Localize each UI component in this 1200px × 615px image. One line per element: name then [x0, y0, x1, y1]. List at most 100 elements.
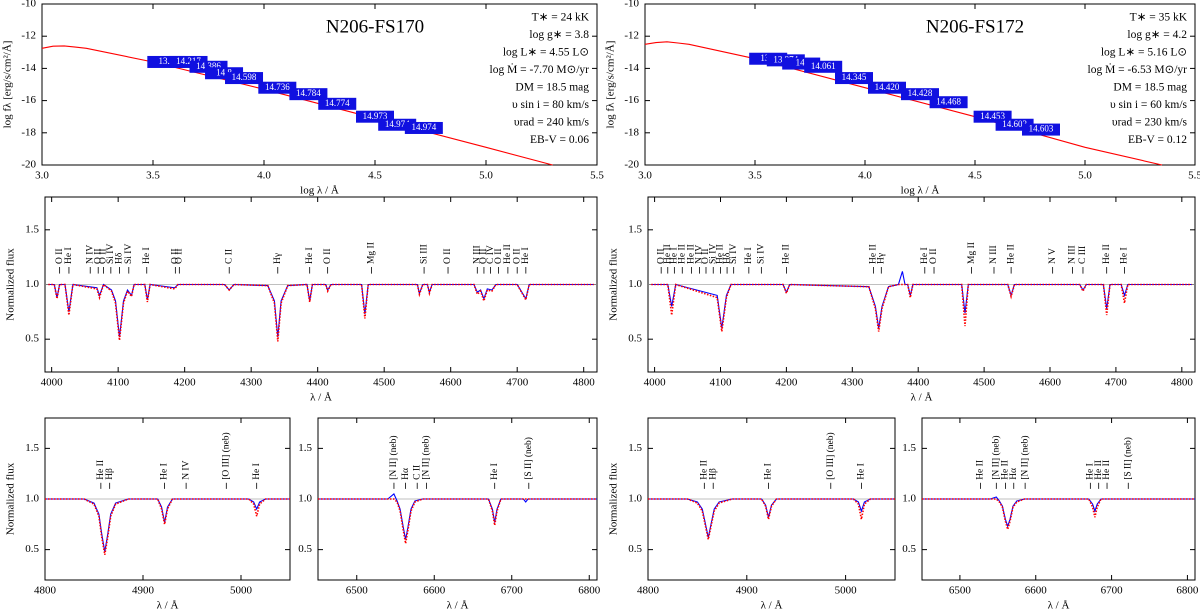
line-id-label: He II	[1094, 460, 1104, 480]
photometry-label: 14.974	[411, 122, 436, 132]
x-tick-label: 3.5	[748, 170, 762, 182]
y-tick-label: 1.0	[298, 493, 312, 505]
line-id-label: [N II] (neb)	[1019, 435, 1030, 479]
x-tick-label: 4600	[440, 377, 463, 389]
line-id-label: C III	[1078, 246, 1088, 264]
y-tick-label: 1.5	[25, 223, 39, 235]
line-id-label: He I	[64, 247, 74, 264]
line-id-label: Hγ	[273, 253, 283, 264]
line-id-label: He I	[670, 247, 680, 264]
line-id-label: [N II] (neb)	[991, 435, 1002, 479]
parameter: log Ṁ = -7.70 M⊙/yr	[490, 62, 590, 76]
y-tick-label: 1.5	[298, 442, 312, 454]
x-tick-label: 4300	[240, 377, 263, 389]
x-tick-label: 5.0	[1078, 170, 1092, 182]
line-id-label: O II	[479, 248, 489, 264]
spectrum-line	[45, 498, 290, 552]
x-tick-label: 4.0	[257, 170, 271, 182]
spectrum-line	[922, 498, 1195, 533]
line-id-label: [N II] (neb)	[388, 435, 399, 479]
x-tick-label: 4000	[644, 377, 667, 389]
photometry-label: 14.973	[363, 111, 388, 121]
plot-frame	[41, 3, 598, 166]
x-tick-label: 4.5	[968, 170, 982, 182]
line-id-label: N IV	[181, 460, 191, 479]
line-id-label: He I	[744, 247, 754, 264]
x-tick-label: 4000	[41, 377, 64, 389]
line-id-label: O II	[171, 248, 181, 264]
line-id-label: Hδ	[722, 252, 732, 264]
photometry-label: 14.774	[325, 98, 350, 108]
x-tick-label: 6700	[501, 585, 524, 597]
y-tick-label: 1.0	[902, 493, 916, 505]
line-id-label: [O III] (neb)	[825, 432, 836, 479]
y-tick-label: -14	[21, 62, 36, 74]
star-name: N206-FS170	[326, 16, 424, 37]
line-id-label: N III	[1068, 245, 1078, 264]
line-id-label: [O III] (neb)	[220, 432, 231, 479]
photometry-label: 14.453	[980, 111, 1005, 121]
line-id-label: Mg II	[967, 242, 977, 264]
line-id-label: Hα	[401, 468, 411, 480]
x-tick-label: 4800	[637, 585, 660, 597]
line-id-label: Hβ	[708, 468, 718, 480]
spectrum-line	[922, 496, 1195, 529]
x-tick-label: 3.0	[638, 170, 652, 182]
line-id-label: He II	[677, 244, 687, 264]
line-id-label: He I	[142, 247, 152, 264]
x-tick-label: 5.0	[479, 170, 493, 182]
line-id-label: He II	[503, 244, 513, 264]
y-tick-label: 0.5	[628, 543, 642, 555]
line-id-label: He II	[782, 244, 792, 264]
photometry-point	[804, 60, 843, 73]
x-axis-label: λ / Å	[447, 600, 469, 612]
x-tick-label: 4800	[34, 585, 57, 597]
parameter: υ sin i = 80 km/s	[512, 99, 590, 111]
parameter: log L∗ = 5.16 L⊙	[1101, 47, 1187, 59]
y-tick-label: -14	[624, 62, 639, 74]
y-tick-label: 1.5	[628, 442, 642, 454]
photometry-label: 14.420	[875, 82, 900, 92]
x-tick-label: 4100	[709, 377, 732, 389]
photometry-point	[929, 96, 968, 109]
line-id-label: [S II] (neb)	[523, 437, 534, 480]
x-tick-label: 4600	[1039, 377, 1062, 389]
y-tick-label: -16	[21, 94, 36, 106]
line-id-label: O II	[175, 248, 185, 264]
line-id-label: He II	[687, 244, 697, 264]
spectrum-line	[648, 498, 895, 538]
x-tick-label: 4900	[132, 585, 155, 597]
photometry-label: 14.386	[196, 61, 221, 71]
parameter: υrad = 230 km/s	[1112, 117, 1188, 129]
photometry-point	[289, 88, 328, 101]
x-tick-label: 4900	[736, 585, 759, 597]
line-id-label: O II	[443, 248, 453, 264]
y-tick-label: 1.0	[25, 493, 39, 505]
line-id-label: He II	[976, 460, 986, 480]
line-id-label: O II	[656, 248, 666, 264]
photometry-label: 14.468	[936, 96, 961, 106]
spectrum-line	[41, 45, 553, 166]
y-tick-label: 1.5	[25, 442, 39, 454]
x-tick-label: 6800	[578, 585, 601, 597]
line-id-label: Hα	[1009, 468, 1019, 480]
line-id-label: He II	[700, 460, 710, 480]
plot-frame	[644, 3, 1196, 166]
y-axis-label: Normalized flux	[608, 248, 620, 321]
photometry-label: 14.061	[811, 61, 836, 71]
y-tick-label: 0.5	[25, 543, 39, 555]
x-tick-label: 6800	[1176, 585, 1199, 597]
y-tick-label: 0.5	[25, 333, 39, 345]
spectrum-line	[318, 498, 597, 544]
x-tick-label: 6700	[1101, 585, 1124, 597]
photometry-label: 13.9	[158, 56, 174, 66]
line-id-label: N V	[1048, 248, 1058, 264]
spectrum-line	[45, 498, 290, 555]
line-id-label: Hδ	[115, 252, 125, 264]
parameter: υ sin i = 60 km/s	[1110, 99, 1188, 111]
x-tick-label: 5.5	[590, 170, 604, 182]
spectrum-line	[651, 283, 1192, 332]
y-axis-label: Normalized flux	[608, 462, 620, 535]
parameter: log Ṁ = -6.53 M⊙/yr	[1088, 62, 1188, 76]
